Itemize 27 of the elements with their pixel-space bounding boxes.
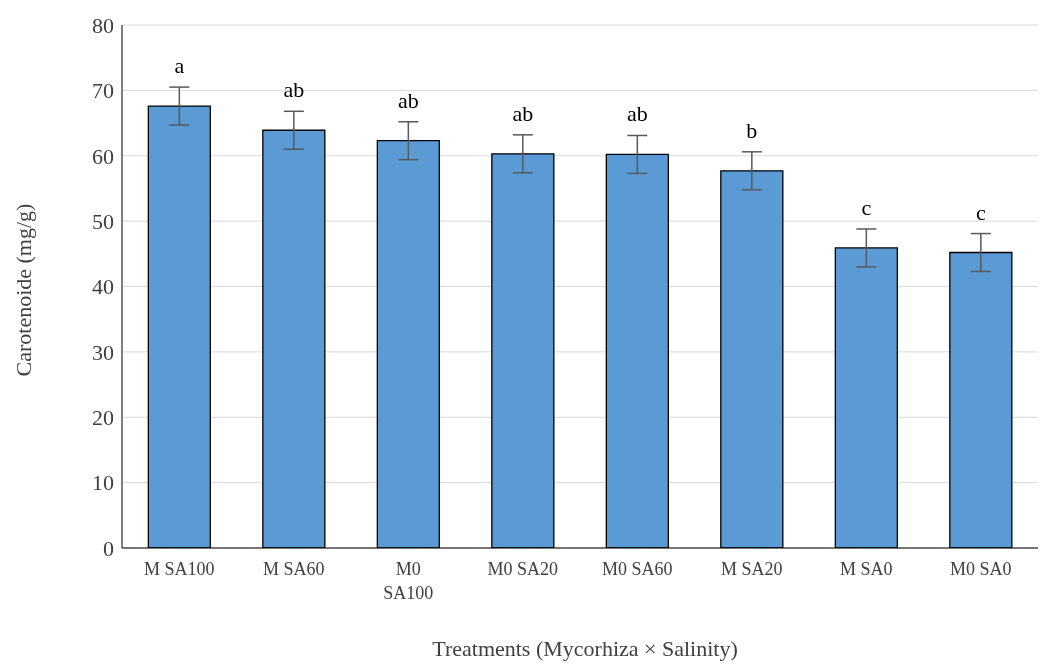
y-tick-label: 40 [92, 274, 114, 300]
annotation: c [861, 194, 872, 220]
annotation: ab [626, 101, 648, 127]
x-tick-label: M SA0 [839, 558, 893, 579]
y-tick-label: 70 [92, 78, 114, 104]
x-tick-label: M0 SA100 [383, 558, 434, 604]
y-tick-label: 30 [92, 339, 114, 365]
y-tick-label: 50 [92, 208, 114, 234]
annotation: ab [283, 77, 305, 103]
annotation: ab [397, 87, 419, 113]
y-tick-label: 10 [92, 470, 114, 496]
x-tick-label: M0 SA0 [949, 558, 1012, 579]
y-tick-label: 80 [92, 12, 114, 38]
annotation: a [174, 53, 185, 79]
x-tick-label: M SA60 [262, 558, 325, 579]
x-tick-label: M0 SA20 [487, 558, 559, 579]
annotation: b [746, 117, 758, 143]
y-tick-label: 0 [103, 535, 114, 561]
y-axis-title: Carotenoide (mg/g) [10, 203, 36, 377]
y-tick-label: 60 [92, 143, 114, 169]
x-tick-label: M SA100 [143, 558, 215, 579]
annotation: ab [512, 100, 534, 126]
x-tick-label: M SA20 [720, 558, 783, 579]
x-tick-label: M0 SA60 [601, 558, 673, 579]
annotation: c [975, 199, 986, 225]
x-axis-title: Treatments (Mycorhiza × Salinity) [431, 636, 739, 662]
y-tick-label: 20 [92, 405, 114, 431]
